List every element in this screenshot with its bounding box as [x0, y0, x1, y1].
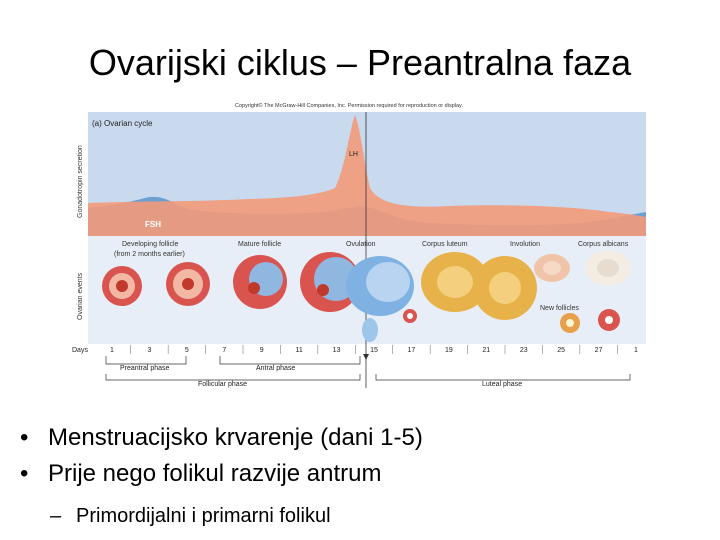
day-tick-label: 21: [482, 347, 490, 354]
y-label-ovarian-events: Ovarian events: [77, 272, 84, 320]
preantral-bracket: [105, 356, 187, 365]
developing-follicle-1: [102, 266, 142, 306]
new-follicle-1: [560, 313, 580, 333]
days-label: Days: [72, 347, 88, 354]
panel-title: (a) Ovarian cycle: [92, 119, 153, 128]
bullet-dot: •: [20, 460, 29, 487]
event-involution: Involution: [510, 241, 540, 248]
y-label-gonadotropin: Gonadotropin secretion: [77, 145, 84, 218]
day-tick-label: 11: [296, 347, 303, 354]
day-tick-label: 1: [110, 347, 114, 354]
day-tick-label: 15: [370, 347, 378, 354]
slide-title: Ovarijski ciklus – Preantralna faza: [88, 42, 632, 83]
day-tick-label: 19: [445, 347, 453, 354]
antral-phase-label: Antral phase: [256, 365, 295, 372]
antral-bracket: [219, 356, 361, 365]
ovarian-cycle-figure: Copyright© The McGraw-Hill Companies, In…: [72, 102, 646, 388]
corpus-luteum-1: [421, 252, 489, 312]
event-mature-follicle: Mature follicle: [238, 241, 281, 248]
bullet-text: Menstruacijsko krvarenje (dani 1-5): [48, 424, 423, 451]
follicular-phase-label: Follicular phase: [198, 381, 247, 388]
bullet-item: • Prije nego folikul razvije antrum: [20, 456, 710, 492]
event-new-follicles: New follicles: [540, 305, 579, 312]
day-tick-label: 9: [260, 347, 264, 354]
day-tick-label: 3: [147, 347, 151, 354]
bullet-text: Prije nego folikul razvije antrum: [48, 460, 382, 487]
bullet-item: • Menstruacijsko krvarenje (dani 1-5): [20, 420, 710, 456]
day-tick-label: 1: [634, 347, 638, 354]
event-developing-follicle: Developing follicle: [122, 241, 179, 248]
day-tick-label: 7: [222, 347, 226, 354]
bullet-dot: •: [20, 424, 29, 451]
day-tick-label: 5: [185, 347, 189, 354]
sub-bullet-text: Primordijalni i primarni folikul: [76, 505, 331, 527]
follicular-bracket: [105, 374, 361, 381]
corpus-albicans-body: [586, 250, 630, 286]
luteal-phase-label: Luteal phase: [482, 381, 522, 388]
preantral-phase-label: Preantral phase: [120, 365, 170, 372]
mature-follicle-1: [233, 255, 287, 309]
copyright-text: Copyright© The McGraw-Hill Companies, In…: [235, 102, 463, 109]
event-corpus-luteum: Corpus luteum: [422, 241, 468, 248]
day-ticks: 1 3 5 7 9 11 13 15 17 19 21 23 25 27 1: [110, 345, 638, 354]
day-tick-label: 13: [333, 347, 341, 354]
developing-follicle-2: [166, 262, 210, 306]
ovulation-arrow: [363, 354, 369, 360]
luteal-bracket: [375, 374, 631, 381]
ovulating-follicle: [346, 256, 417, 342]
mature-follicle-2: [300, 252, 360, 312]
fsh-label: FSH: [145, 220, 161, 229]
day-tick-label: 27: [595, 347, 603, 354]
day-tick-label: 17: [408, 347, 416, 354]
bullet-list: • Menstruacijsko krvarenje (dani 1-5) • …: [20, 420, 710, 532]
sub-bullet-dash: –: [50, 505, 62, 527]
day-tick-label: 25: [557, 347, 565, 354]
event-ovulation: Ovulation: [346, 241, 376, 248]
event-corpus-albicans: Corpus albicans: [578, 241, 629, 248]
lh-area: [88, 115, 646, 236]
involution-body: [534, 254, 570, 282]
day-tick-label: 23: [520, 347, 528, 354]
lh-label: LH: [349, 151, 358, 158]
corpus-luteum-2: [473, 256, 537, 320]
sub-bullet-item: – Primordijalni i primarni folikul: [20, 500, 710, 532]
event-developing-note: (from 2 months earlier): [114, 251, 185, 258]
new-follicle-2: [598, 309, 620, 331]
